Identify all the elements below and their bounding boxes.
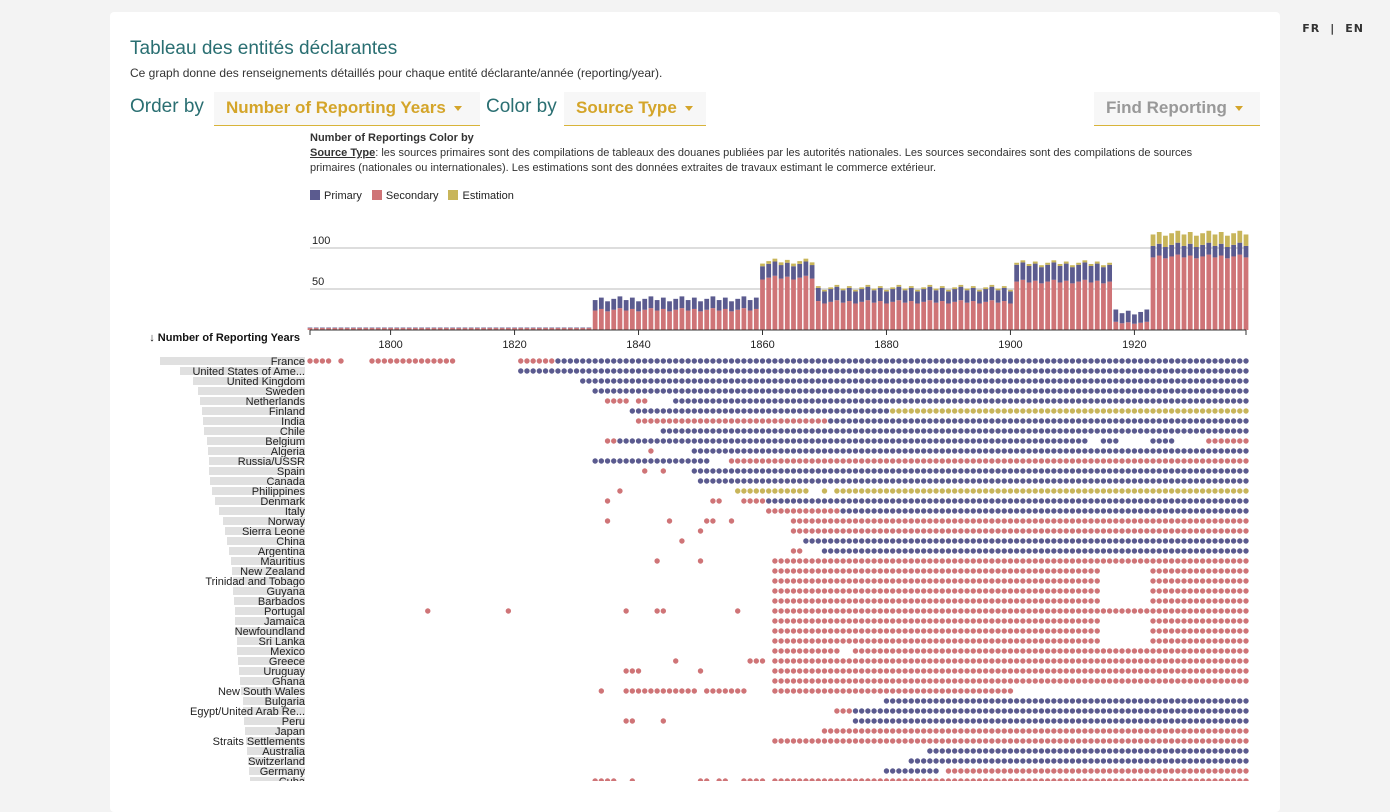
color-by-value: Source Type (576, 98, 677, 117)
legend-swatch (310, 190, 320, 200)
lang-divider: | (1330, 22, 1335, 35)
order-by-dropdown[interactable]: Number of Reporting Years (214, 92, 480, 126)
page-subtitle: Ce graph donne des renseignements détail… (130, 66, 662, 80)
lang-fr-link[interactable]: FR (1302, 22, 1320, 35)
lang-en-link[interactable]: EN (1345, 22, 1364, 35)
color-by-label: Color by (486, 96, 557, 118)
legend-item: Primary (310, 190, 362, 202)
legend-swatch (372, 190, 382, 200)
legend-item: Estimation (448, 190, 513, 202)
description-heading: Number of Reportings Color by (310, 132, 474, 144)
order-by-value: Number of Reporting Years (226, 98, 446, 117)
chevron-down-icon (1235, 106, 1243, 111)
find-reporting-label: Find Reporting (1106, 98, 1227, 117)
legend-label: Secondary (386, 190, 439, 202)
legend-label: Estimation (462, 190, 513, 202)
chart-description: Number of Reportings Color by Source Typ… (310, 131, 1240, 176)
color-by-dropdown[interactable]: Source Type (564, 92, 706, 126)
chevron-down-icon (454, 106, 462, 111)
legend-swatch (448, 190, 458, 200)
chart-legend: Primary Secondary Estimation (310, 190, 514, 202)
legend-label: Primary (324, 190, 362, 202)
page-title: Tableau des entités déclarantes (130, 38, 397, 60)
language-switcher: FR | EN (1292, 22, 1374, 35)
order-by-label: Order by (130, 96, 204, 118)
legend-item: Secondary (372, 190, 439, 202)
description-text: : les sources primaires sont des compila… (310, 147, 1192, 174)
description-term: Source Type (310, 147, 375, 159)
find-reporting-dropdown[interactable]: Find Reporting (1094, 92, 1260, 126)
chevron-down-icon (685, 106, 693, 111)
